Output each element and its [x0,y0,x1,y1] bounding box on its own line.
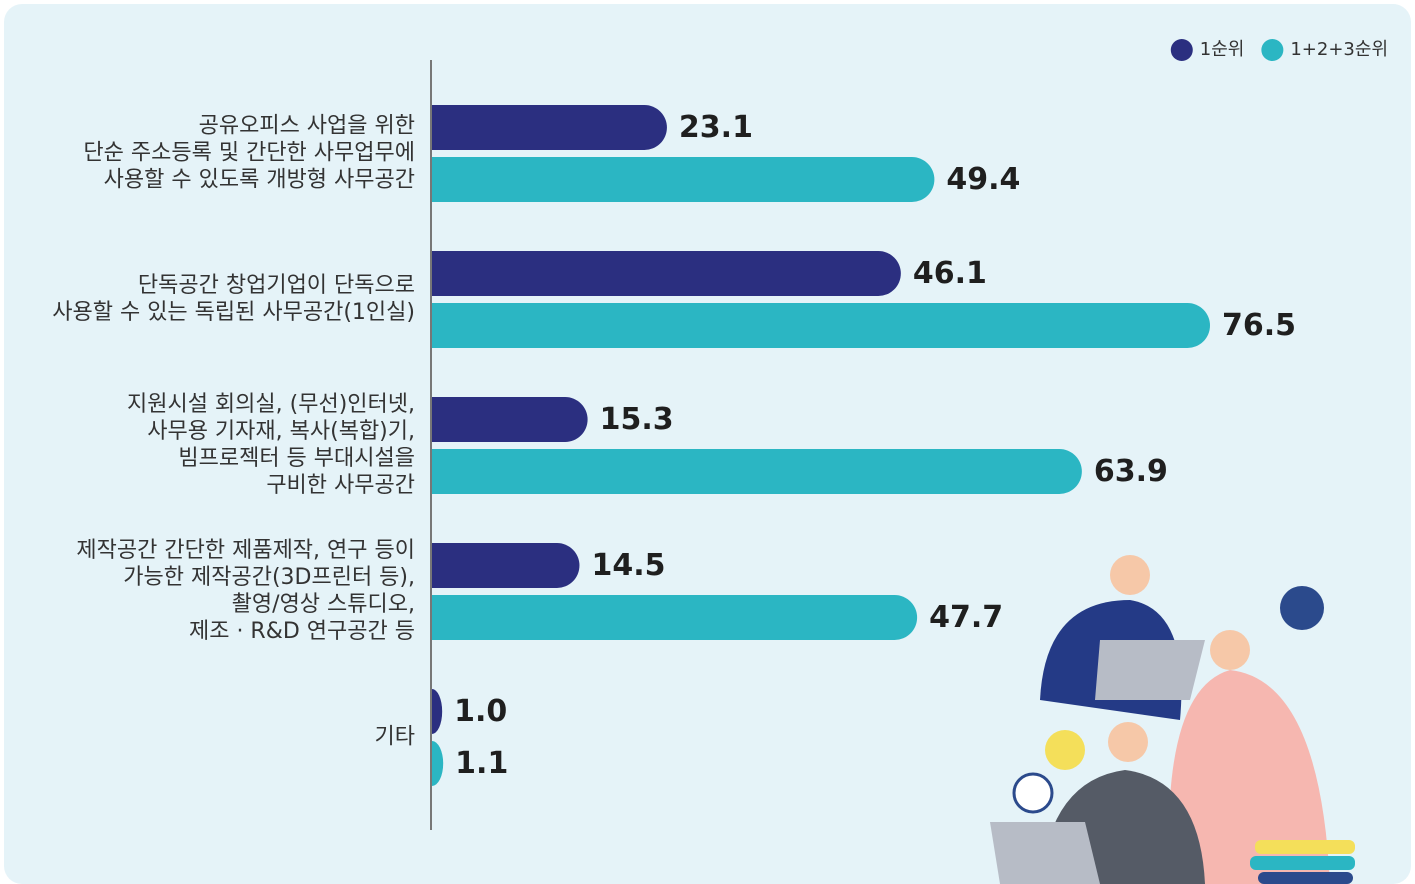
value-label: 76.5 [1222,308,1296,343]
value-label: 23.1 [679,110,753,145]
person-head [1210,630,1250,670]
bar [432,595,917,640]
book [1255,840,1355,854]
bar [432,449,1082,494]
category-label: 기타 [375,725,415,750]
legend-label: 1순위 [1200,39,1245,60]
legend-swatch [1171,39,1193,61]
value-label: 49.4 [946,162,1020,197]
value-label: 15.3 [600,402,674,437]
bar [432,303,1210,348]
value-label: 63.9 [1094,454,1168,489]
value-label: 1.1 [455,746,508,781]
bar [432,397,588,442]
person-head [1108,722,1148,762]
bar [432,105,667,150]
value-label: 47.7 [929,600,1003,635]
bar [432,251,901,296]
book [1258,872,1353,884]
speech-bubble [1014,774,1052,812]
book [1250,856,1355,870]
person-head [1110,555,1150,595]
value-label: 1.0 [454,694,507,729]
bar [432,543,579,588]
speech-bubble [1280,586,1324,630]
value-label: 14.5 [591,548,665,583]
laptop [990,822,1100,884]
speech-bubble [1045,730,1085,770]
laptop [1095,640,1205,700]
legend-label: 1+2+3순위 [1290,39,1388,60]
legend-swatch [1261,39,1283,61]
value-label: 46.1 [913,256,987,291]
chart: 공유오피스 사업을 위한단순 주소등록 및 간단한 사무업무에사용할 수 있도록… [0,0,1415,884]
bar [432,157,934,202]
